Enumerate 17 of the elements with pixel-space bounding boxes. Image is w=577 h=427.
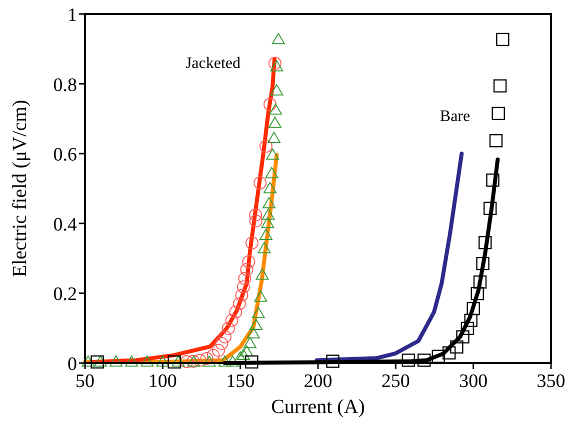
x-tick-label: 100 <box>148 371 177 392</box>
annotation: Jacketed <box>185 55 241 72</box>
y-tick-label: 0.6 <box>53 144 77 166</box>
x-tick-label: 350 <box>536 371 566 392</box>
y-axis-title: Electric field (μV/cm) <box>9 100 31 278</box>
x-tick-label: 250 <box>381 371 410 392</box>
x-tick-label: 150 <box>226 371 255 392</box>
x-tick-label: 300 <box>459 371 488 392</box>
y-tick-label: 0.2 <box>53 284 77 306</box>
y-tick-label: 0 <box>68 354 77 375</box>
x-axis-title: Current (A) <box>271 396 365 418</box>
y-tick-label: 0.4 <box>53 214 78 236</box>
y-tick-label: 1 <box>68 5 77 26</box>
x-tick-label: 50 <box>76 371 94 392</box>
y-tick-label: 0.8 <box>53 74 77 96</box>
x-tick-label: 200 <box>304 371 332 392</box>
annotation: Bare <box>440 108 470 125</box>
